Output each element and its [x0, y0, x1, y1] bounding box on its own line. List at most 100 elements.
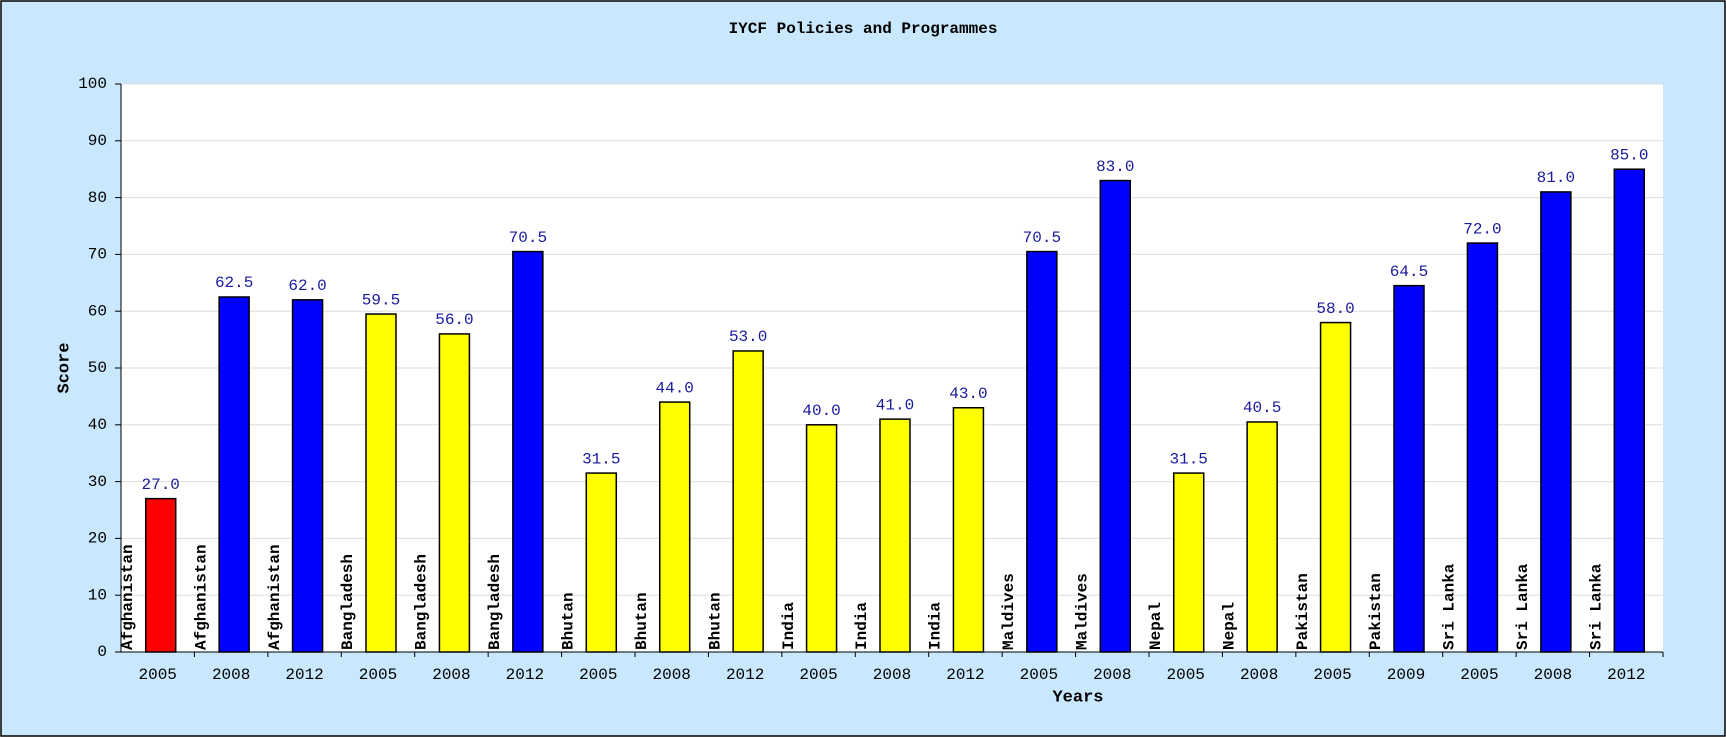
bar — [732, 350, 764, 653]
data-label: 31.5 — [582, 450, 620, 468]
data-label: 64.5 — [1390, 263, 1428, 281]
y-axis-label: Score — [55, 342, 74, 393]
data-label: 70.5 — [509, 229, 547, 247]
y-tick-label: 90 — [88, 132, 107, 150]
x-tick-label: 2005 — [359, 666, 397, 684]
x-tick-label: 2005 — [139, 666, 177, 684]
bar-label: Pakistan — [1367, 573, 1385, 650]
x-tick-label: 2008 — [212, 666, 250, 684]
bar-label: India — [853, 602, 871, 650]
x-tick-label: 2005 — [1020, 666, 1058, 684]
data-label: 56.0 — [435, 311, 473, 329]
data-label: 44.0 — [656, 379, 694, 397]
x-tick-label: 2005 — [799, 666, 837, 684]
y-tick-label: 70 — [88, 246, 107, 264]
bar-label: Sri Lanka — [1514, 563, 1532, 650]
data-label: 85.0 — [1610, 146, 1648, 164]
bar — [1099, 179, 1132, 653]
data-label: 43.0 — [949, 385, 987, 403]
x-tick-label: 2012 — [1607, 666, 1645, 684]
bar — [1540, 191, 1572, 653]
chart-title: IYCF Policies and Programmes — [729, 20, 998, 38]
data-label: 27.0 — [142, 476, 180, 494]
bar-label: Bhutan — [560, 592, 578, 650]
bar — [512, 250, 544, 653]
bar-label: Nepal — [1220, 602, 1238, 650]
x-tick-label: 2008 — [653, 666, 691, 684]
data-label: 62.5 — [215, 274, 253, 292]
x-tick-label: 2008 — [1093, 666, 1131, 684]
bar-label: India — [780, 602, 798, 650]
bar — [1466, 242, 1499, 653]
y-tick-label: 50 — [88, 359, 107, 377]
data-label: 58.0 — [1316, 300, 1354, 318]
x-tick-label: 2009 — [1387, 666, 1425, 684]
bar — [952, 407, 985, 653]
bar — [1613, 168, 1646, 653]
bar — [1026, 250, 1058, 653]
bar — [1172, 472, 1205, 653]
bar — [805, 424, 838, 653]
x-tick-label: 2012 — [285, 666, 323, 684]
x-tick-label: 2005 — [1313, 666, 1351, 684]
bar — [879, 418, 911, 653]
data-label: 31.5 — [1170, 450, 1208, 468]
x-axis-label: Years — [1052, 688, 1103, 707]
bar-label: Bangladesh — [339, 554, 357, 650]
bar-label: Sri Lanka — [1588, 563, 1606, 650]
bar — [438, 333, 471, 653]
data-label: 40.0 — [802, 402, 840, 420]
y-tick-label: 100 — [78, 75, 107, 93]
y-tick-label: 40 — [88, 416, 107, 434]
x-tick-label: 2008 — [1534, 666, 1572, 684]
bar-label: Maldives — [1000, 573, 1018, 650]
data-label: 72.0 — [1463, 220, 1501, 238]
bar-label: Bhutan — [633, 592, 651, 650]
x-tick-label: 2008 — [1240, 666, 1278, 684]
bar-label: Bhutan — [706, 592, 724, 650]
bar-label: Sri Lanka — [1441, 563, 1459, 650]
bar-label: Afghanistan — [192, 544, 210, 650]
bar-label: Nepal — [1147, 602, 1165, 650]
data-label: 70.5 — [1023, 229, 1061, 247]
bar — [658, 401, 691, 653]
y-tick-label: 60 — [88, 302, 107, 320]
bar-label: Bangladesh — [413, 554, 431, 650]
y-tick-label: 20 — [88, 530, 107, 548]
bar-label: Bangladesh — [486, 554, 504, 650]
x-tick-label: 2012 — [506, 666, 544, 684]
data-label: 62.0 — [288, 277, 326, 295]
bar — [1246, 421, 1278, 653]
bar — [1319, 321, 1352, 653]
data-label: 81.0 — [1537, 169, 1575, 187]
data-label: 40.5 — [1243, 399, 1281, 417]
bar — [144, 497, 177, 653]
y-tick-label: 30 — [88, 473, 107, 491]
bar — [585, 472, 618, 653]
bar-label: Maldives — [1074, 573, 1092, 650]
x-tick-label: 2008 — [873, 666, 911, 684]
bar-label: Afghanistan — [266, 544, 284, 650]
data-label: 59.5 — [362, 291, 400, 309]
bar-label: India — [927, 602, 945, 650]
bar-label: Afghanistan — [119, 544, 137, 650]
bar — [1393, 284, 1425, 653]
bar-label: Pakistan — [1294, 573, 1312, 650]
x-tick-label: 2008 — [432, 666, 470, 684]
x-tick-label: 2005 — [579, 666, 617, 684]
bar — [291, 299, 324, 653]
data-label: 53.0 — [729, 328, 767, 346]
x-tick-label: 2005 — [1460, 666, 1498, 684]
data-label: 41.0 — [876, 396, 914, 414]
x-tick-label: 2012 — [946, 666, 984, 684]
x-tick-label: 2005 — [1167, 666, 1205, 684]
bar — [218, 296, 250, 653]
x-tick-label: 2012 — [726, 666, 764, 684]
y-tick-label: 80 — [88, 189, 107, 207]
data-label: 83.0 — [1096, 158, 1134, 176]
y-tick-label: 0 — [97, 643, 107, 661]
bar — [365, 313, 397, 653]
y-tick-label: 10 — [88, 586, 107, 604]
